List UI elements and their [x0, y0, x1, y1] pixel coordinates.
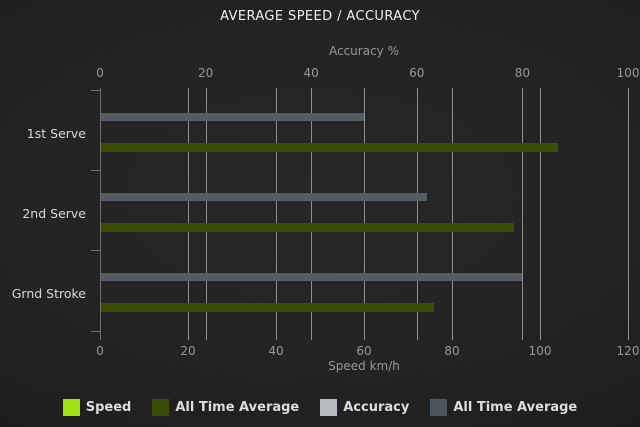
speed-tick-label: 0 — [96, 344, 104, 358]
speed-tick-label: 40 — [268, 344, 284, 358]
legend-label: All Time Average — [453, 400, 578, 415]
legend-label: Speed — [85, 400, 132, 415]
bar-speed-average — [101, 303, 435, 312]
legend-swatch-icon — [430, 399, 448, 416]
bar-speed-average — [101, 143, 558, 152]
speed-tick-label: 60 — [356, 344, 372, 358]
accuracy-tick-label: 40 — [303, 66, 319, 80]
speed-gridline — [276, 88, 277, 340]
speed-gridline — [540, 88, 541, 340]
accuracy-tick-label: 60 — [409, 66, 425, 80]
speed-gridline — [188, 88, 189, 340]
accuracy-tick-label: 20 — [197, 66, 214, 80]
legend-label: Accuracy — [343, 400, 410, 415]
category-boundary-tick — [91, 250, 100, 251]
category-boundary-tick — [91, 90, 100, 91]
legend-item: Speed — [62, 399, 132, 416]
bottom-axis-title: Speed km/h — [328, 359, 400, 373]
legend-swatch-icon — [62, 399, 80, 416]
bar-accuracy-average — [101, 273, 523, 281]
accuracy-gridline — [628, 88, 629, 340]
top-axis-title: Accuracy % — [328, 44, 399, 58]
legend-item: All Time Average — [152, 399, 299, 416]
speed-tick-label: 80 — [444, 344, 460, 358]
accuracy-tick-label: 100 — [616, 66, 640, 80]
speed-gridline — [364, 88, 365, 340]
chart-title: AVERAGE SPEED / ACCURACY — [220, 9, 420, 24]
accuracy-gridline — [522, 88, 524, 340]
legend-label: All Time Average — [175, 400, 300, 415]
legend-swatch-icon — [152, 399, 170, 416]
legend: Speed All Time Average Accuracy All Time Av… — [0, 399, 640, 416]
legend-item: All Time Average — [430, 399, 577, 416]
y-axis-line — [100, 88, 101, 340]
speed-tick-label: 100 — [528, 344, 552, 358]
legend-swatch-icon — [320, 399, 338, 416]
speed-gridline — [452, 88, 453, 340]
accuracy-tick-label: 0 — [96, 66, 104, 80]
speed-tick-label: 20 — [180, 344, 196, 358]
category-boundary-tick — [91, 170, 100, 171]
accuracy-gridline — [311, 88, 313, 340]
category-label: Grnd Stroke — [11, 286, 86, 301]
speed-tick-label: 120 — [616, 344, 640, 358]
category-label: 1st Serve — [26, 126, 86, 141]
category-label: 2nd Serve — [22, 206, 86, 221]
bar-speed-average — [101, 223, 514, 232]
accuracy-gridline — [416, 88, 418, 340]
bar-accuracy-average — [101, 193, 428, 201]
accuracy-tick-label: 80 — [514, 66, 531, 80]
bar-accuracy-average — [101, 113, 364, 121]
accuracy-gridline — [205, 88, 207, 340]
legend-item: Accuracy — [320, 399, 409, 416]
category-boundary-tick — [91, 331, 100, 332]
